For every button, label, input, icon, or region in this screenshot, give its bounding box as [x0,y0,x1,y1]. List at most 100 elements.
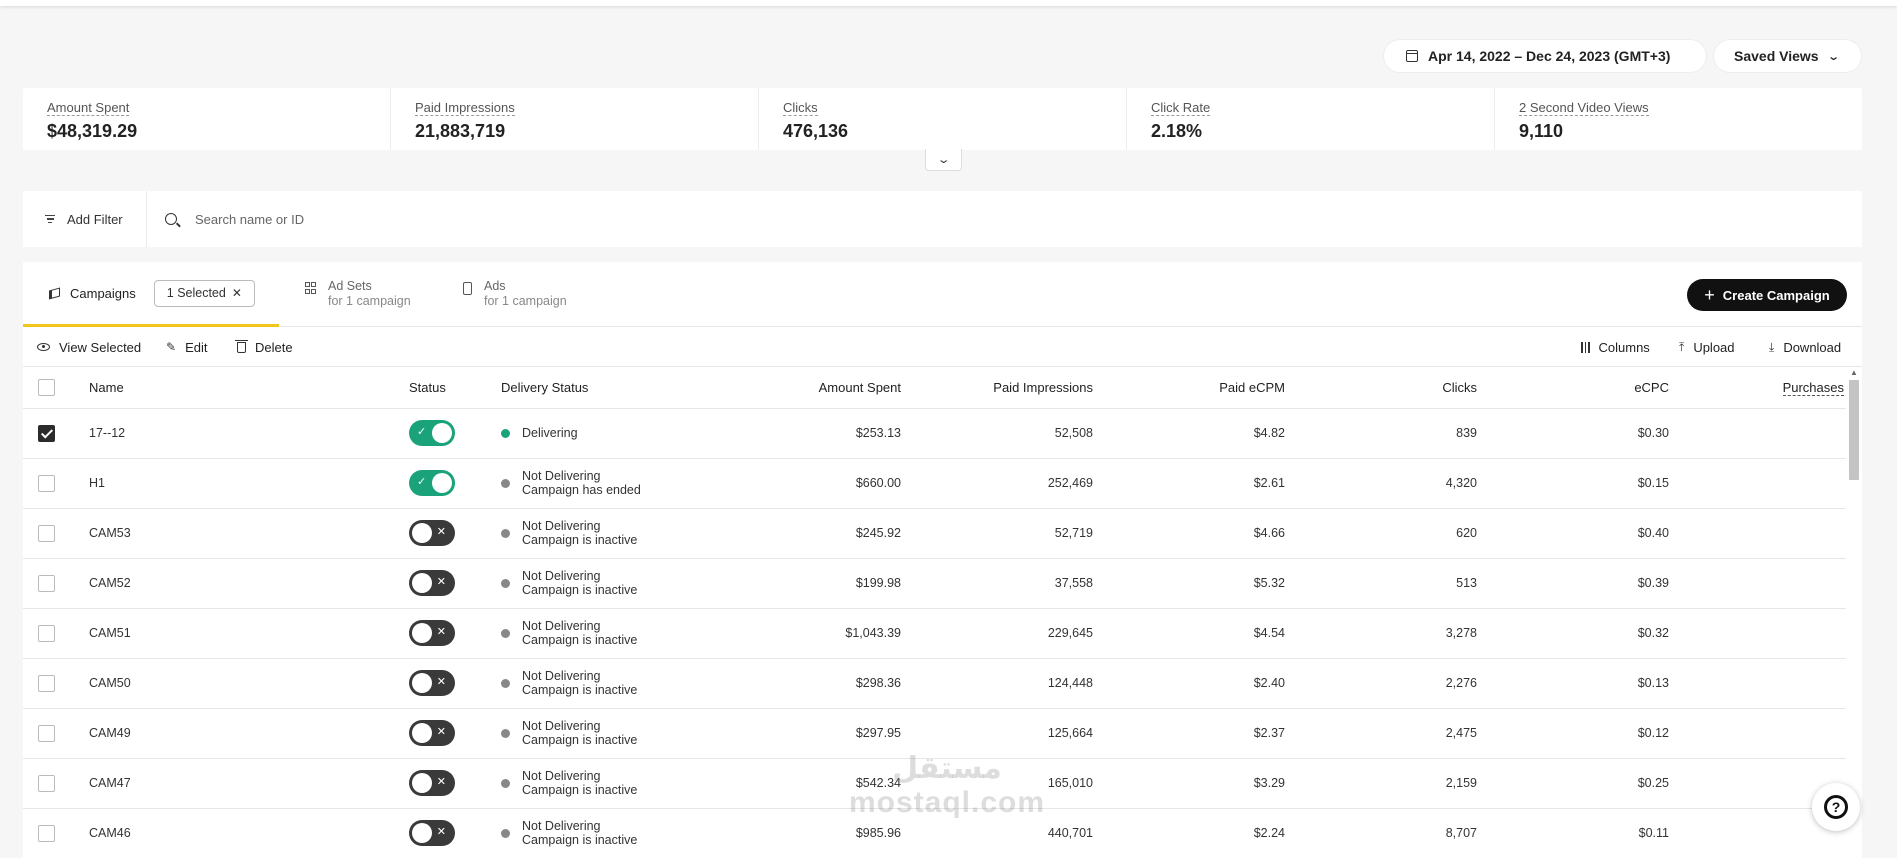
metrics-summary: Amount Spent $48,319.29 Paid Impressions… [23,88,1862,150]
cell-ecpc: $0.25 [1477,758,1669,809]
metric-label[interactable]: Click Rate [1151,100,1211,116]
phone-icon [463,282,472,295]
metric-label[interactable]: Paid Impressions [415,100,515,116]
cell-purchases [1669,458,1846,509]
upload-label: Upload [1693,339,1735,355]
metric-label[interactable]: 2 Second Video Views [1519,100,1649,116]
view-selected-button[interactable]: View Selected [37,327,141,367]
toggle-knob [412,573,432,593]
plus-icon: + [1704,284,1715,305]
status-toggle[interactable]: ✕ [409,570,455,596]
table-row[interactable]: CAM53 ✕ Not Delivering Campaign is inactive… [23,508,1846,559]
header-paid-ecpm[interactable]: Paid eCPM [1093,368,1285,409]
selected-count-chip[interactable]: 1 Selected ✕ [153,279,255,307]
campaign-name[interactable]: 17--12 [89,408,409,459]
row-checkbox[interactable] [38,774,55,792]
campaign-name[interactable]: CAM46 [89,808,409,858]
row-checkbox[interactable] [38,824,55,842]
header-ecpc[interactable]: eCPC [1477,368,1669,409]
scroll-up-icon[interactable]: ▲ [1850,368,1858,377]
metric-label[interactable]: Amount Spent [47,100,130,116]
header-paid-impressions[interactable]: Paid Impressions [901,368,1093,409]
campaign-name[interactable]: CAM49 [89,708,409,759]
header-purchases[interactable]: Purchases [1782,379,1844,396]
table-scrollbar[interactable]: ▲ [1848,368,1860,858]
upload-button[interactable]: ⤒ Upload [1679,327,1735,367]
table-row[interactable]: CAM49 ✕ Not Delivering Campaign is inactive… [23,708,1846,759]
tab-campaigns[interactable]: Campaigns 1 Selected ✕ [23,262,279,327]
table-row[interactable]: 17--12 ✓ Delivering $253.13 52,508 $4.82 839 $0… [23,408,1846,459]
metric-amount-spent: Amount Spent $48,319.29 [23,88,391,150]
status-dot [501,528,510,538]
row-checkbox[interactable] [38,724,55,742]
cell-clicks: 620 [1285,508,1477,559]
status-toggle[interactable]: ✕ [409,720,455,746]
status-toggle[interactable]: ✕ [409,670,455,696]
status-dot [501,778,510,788]
status-dot [501,828,510,838]
row-checkbox[interactable] [38,574,55,592]
row-checkbox[interactable] [38,624,55,642]
scrollbar-thumb[interactable] [1849,380,1859,480]
check-icon: ✓ [417,426,427,438]
row-checkbox[interactable] [38,674,55,692]
selected-count-label: 1 Selected [166,286,226,300]
header-status[interactable]: Status [409,368,501,409]
header-name[interactable]: Name [89,368,409,409]
status-toggle[interactable]: ✕ [409,820,455,846]
campaign-name[interactable]: CAM47 [89,758,409,809]
row-checkbox[interactable] [38,524,55,542]
select-all-checkbox[interactable] [38,379,55,397]
status-toggle[interactable]: ✕ [409,620,455,646]
download-label: Download [1783,339,1842,355]
table-row[interactable]: CAM46 ✕ Not Delivering Campaign is inactive… [23,808,1846,858]
cell-purchases [1669,558,1846,609]
download-button[interactable]: ⤓ Download [1769,327,1841,367]
table-row[interactable]: CAM47 ✕ Not Delivering Campaign is inactive… [23,758,1846,809]
campaign-name[interactable]: H1 [89,458,409,509]
toggle-knob [412,673,432,693]
saved-views-dropdown[interactable]: Saved Views ⌄ [1714,40,1861,72]
cell-amount-spent: $1,043.39 [701,608,901,659]
help-button[interactable]: ? [1812,783,1860,831]
status-toggle[interactable]: ✓ [409,420,455,446]
header-clicks[interactable]: Clicks [1285,368,1477,409]
metric-label[interactable]: Clicks [783,100,818,116]
table-row[interactable]: H1 ✓ Not Delivering Campaign has ended $660.… [23,458,1846,509]
cell-paid-ecpm: $4.54 [1093,608,1285,659]
status-toggle[interactable]: ✕ [409,520,455,546]
calendar-icon [1406,50,1418,62]
date-range-picker[interactable]: Apr 14, 2022 – Dec 24, 2023 (GMT+3) [1384,40,1706,72]
add-filter-button[interactable]: Add Filter [23,191,147,247]
campaign-name[interactable]: CAM50 [89,658,409,709]
delivery-status: Not Delivering Campaign is inactive [501,569,701,597]
delete-button[interactable]: Delete [235,327,293,367]
delivery-status-label: Not Delivering [522,619,601,633]
table-row[interactable]: CAM51 ✕ Not Delivering Campaign is inactive… [23,608,1846,659]
header-amount-spent[interactable]: Amount Spent [701,368,901,409]
close-icon: ✕ [436,526,446,538]
tab-ads[interactable]: Ads for 1 campaign [463,279,567,309]
edit-button[interactable]: ✎ Edit [166,327,207,367]
delivery-status-reason: Campaign is inactive [522,583,638,597]
campaign-name[interactable]: CAM51 [89,608,409,659]
header-delivery-status[interactable]: Delivery Status [501,368,701,409]
columns-button[interactable]: Columns [1581,327,1650,367]
status-toggle[interactable]: ✕ [409,770,455,796]
create-campaign-button[interactable]: + Create Campaign [1687,279,1847,311]
row-checkbox[interactable] [38,474,55,492]
download-icon: ⤓ [1769,339,1775,354]
close-icon[interactable]: ✕ [231,286,242,300]
tab-ad-sets[interactable]: Ad Sets for 1 campaign [305,279,411,309]
table-row[interactable]: CAM50 ✕ Not Delivering Campaign is inactive… [23,658,1846,709]
status-toggle[interactable]: ✓ [409,470,455,496]
columns-label: Columns [1598,339,1650,355]
table-row[interactable]: CAM52 ✕ Not Delivering Campaign is inactive… [23,558,1846,609]
campaign-name[interactable]: CAM53 [89,508,409,559]
expand-metrics-button[interactable]: ⌄ [925,149,962,171]
tab-ad-sets-label: Ad Sets [328,279,372,293]
campaign-name[interactable]: CAM52 [89,558,409,609]
cell-clicks: 513 [1285,558,1477,609]
search-input[interactable] [195,211,795,227]
row-checkbox[interactable] [38,424,55,442]
